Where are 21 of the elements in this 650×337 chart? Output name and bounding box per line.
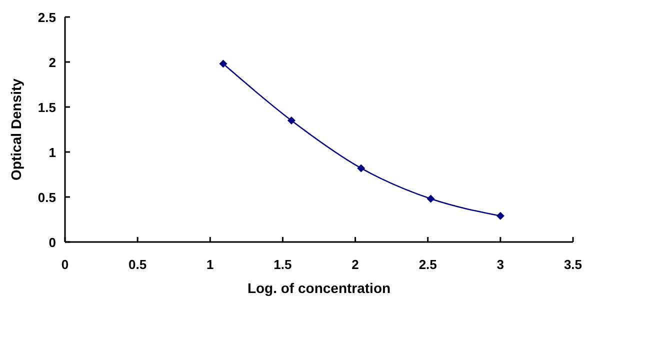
point — [287, 116, 296, 124]
x-tick-label: 0.5 — [128, 257, 147, 272]
y-tick-label: 1.5 — [38, 100, 56, 115]
x-tick-label: 1.5 — [274, 257, 292, 272]
y-axis-title: Optical Density — [8, 78, 24, 180]
x-tick-label: 2 — [352, 257, 359, 272]
x-tick-label: 1 — [206, 257, 214, 272]
x-tick-label: 3 — [496, 257, 504, 272]
point — [426, 194, 435, 203]
point — [219, 60, 228, 68]
y-tick-label: 0 — [48, 235, 56, 250]
y-tick-label: 0.5 — [38, 190, 56, 205]
x-tick-label: 2.5 — [418, 257, 437, 272]
y-tick-label: 2 — [48, 55, 56, 70]
point — [357, 164, 366, 172]
y-tick-label: 2.5 — [38, 10, 56, 25]
point — [496, 212, 504, 220]
x-tick-label: 3.5 — [564, 257, 582, 272]
x-tick-label: 0 — [61, 257, 69, 272]
x-axis-title: Log. of concentration — [247, 280, 391, 296]
y-tick-label: 1 — [48, 145, 56, 160]
